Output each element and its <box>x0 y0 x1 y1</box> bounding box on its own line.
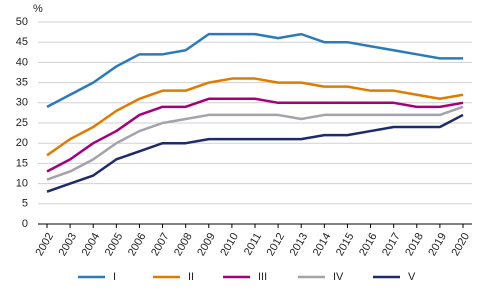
x-tick-label: 2019 <box>426 231 449 258</box>
x-tick-label: 2006 <box>126 231 149 258</box>
x-tick-label: 2011 <box>242 231 264 257</box>
y-tick-label: 10 <box>16 178 28 190</box>
x-tick-label: 2017 <box>380 231 403 258</box>
y-tick-label: 45 <box>16 36 28 48</box>
x-tick-label: 2002 <box>33 231 56 258</box>
x-tick-label: 2020 <box>449 231 472 258</box>
x-tick-label: 2012 <box>265 231 288 258</box>
line-series <box>46 113 464 193</box>
x-tick-label: 2008 <box>172 231 195 258</box>
legend-label: V <box>408 271 416 283</box>
y-tick-label: 40 <box>16 56 28 68</box>
legend-label: II <box>188 271 194 283</box>
y-tick-label: 35 <box>16 77 28 89</box>
line-series <box>46 97 464 173</box>
legend-label: III <box>258 271 267 283</box>
x-tick-label: 2004 <box>80 231 103 258</box>
x-tick-label: 2013 <box>288 231 311 258</box>
y-tick-label: 0 <box>22 218 28 230</box>
x-tick-label: 2015 <box>334 231 357 258</box>
legend-label: I <box>113 271 116 283</box>
x-tick-label: 2014 <box>311 231 334 258</box>
x-tick-label: 2016 <box>357 231 380 258</box>
y-tick-label: 5 <box>22 198 28 210</box>
x-tick-label: 2005 <box>103 231 126 258</box>
y-axis-label: % <box>33 3 43 15</box>
x-tick-label: 2007 <box>149 231 172 258</box>
y-tick-label: 15 <box>16 157 28 169</box>
line-series <box>46 32 463 108</box>
line-series <box>46 77 464 157</box>
x-tick-label: 2018 <box>403 231 426 258</box>
x-tick-label: 2009 <box>195 231 218 258</box>
y-tick-label: 20 <box>16 137 28 149</box>
legend-label: IV <box>333 271 344 283</box>
x-tick-label: 2003 <box>57 231 80 258</box>
x-tick-label: 2010 <box>218 231 241 258</box>
line-series <box>46 105 464 181</box>
y-tick-label: 25 <box>16 117 28 129</box>
y-tick-label: 30 <box>16 97 28 109</box>
y-tick-label: 50 <box>16 16 28 28</box>
